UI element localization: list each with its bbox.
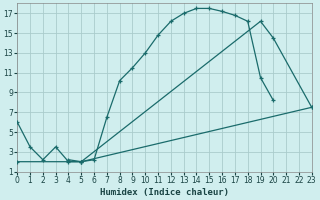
X-axis label: Humidex (Indice chaleur): Humidex (Indice chaleur) xyxy=(100,188,229,197)
